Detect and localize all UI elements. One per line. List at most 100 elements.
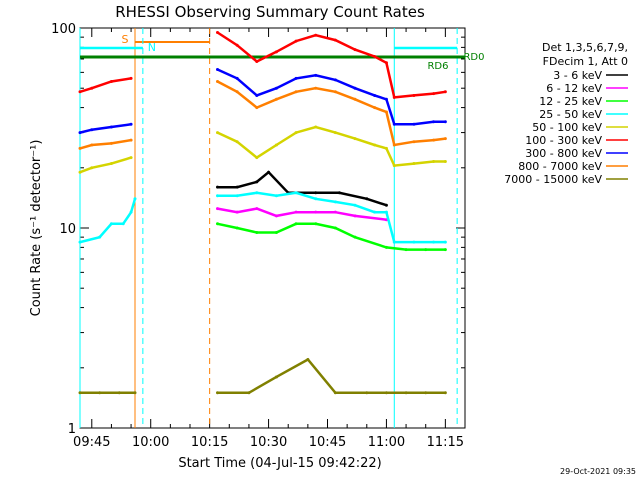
data-point	[121, 222, 125, 226]
data-point	[384, 146, 388, 150]
data-point	[247, 391, 251, 395]
data-point	[235, 76, 239, 80]
data-point	[235, 226, 239, 230]
data-point	[255, 191, 259, 195]
series-line	[79, 77, 132, 93]
data-point	[274, 194, 278, 198]
data-point	[216, 68, 219, 72]
series-4	[78, 125, 447, 174]
legend-header-2: FDecim 1, Att 0	[543, 55, 628, 68]
data-point	[98, 391, 102, 395]
data-point	[333, 210, 337, 214]
data-point	[384, 245, 388, 249]
legend-entry-label: 7000 - 15000 keV	[504, 173, 602, 186]
data-point	[216, 131, 219, 135]
data-point	[216, 30, 219, 34]
data-point	[412, 140, 416, 144]
data-point	[98, 235, 102, 239]
data-point	[404, 391, 408, 395]
timestamp: 29-Oct-2021 09:35	[560, 467, 636, 476]
data-point	[443, 240, 447, 244]
data-point	[216, 80, 219, 84]
data-point	[353, 86, 357, 90]
series-line	[216, 68, 446, 126]
data-point	[432, 138, 436, 142]
data-point	[235, 210, 239, 214]
data-point	[255, 156, 259, 160]
data-point	[365, 197, 369, 201]
series-7	[78, 80, 447, 150]
legend-entry-label: 50 - 100 keV	[532, 121, 602, 134]
data-point	[333, 90, 337, 94]
data-point	[78, 146, 82, 150]
data-point	[274, 375, 278, 379]
series-line	[217, 170, 387, 207]
data-point	[314, 191, 318, 195]
data-point	[255, 207, 259, 211]
data-point	[412, 240, 416, 244]
data-point	[333, 391, 337, 395]
data-point	[109, 141, 113, 145]
data-point	[337, 191, 341, 195]
data-point	[412, 93, 416, 97]
x-axis-label: Start Time (04-Jul-15 09:42:22)	[178, 456, 381, 471]
x-tick-label: 11:00	[368, 435, 405, 450]
data-point	[133, 197, 137, 201]
data-point	[443, 160, 447, 164]
data-point	[78, 90, 82, 94]
series-6	[78, 68, 447, 135]
data-point	[235, 140, 239, 144]
data-point	[274, 50, 278, 54]
y-tick-label: 10	[59, 222, 76, 237]
data-point	[235, 43, 239, 47]
data-point	[255, 106, 259, 110]
series-line	[216, 125, 446, 167]
data-point	[333, 226, 337, 230]
y-axis: 1 10 100	[51, 22, 465, 437]
data-point	[78, 170, 82, 174]
data-point	[255, 59, 259, 63]
series-line	[217, 357, 446, 395]
data-point	[384, 210, 388, 214]
legend-entry-label: 25 - 50 keV	[539, 108, 602, 121]
data-point	[294, 191, 298, 195]
data-point	[373, 106, 377, 110]
data-point	[373, 93, 377, 97]
data-point	[306, 358, 310, 362]
data-point	[443, 391, 447, 395]
data-point	[129, 122, 133, 126]
data-point	[255, 93, 259, 97]
data-point	[129, 76, 133, 80]
series-line	[79, 123, 132, 134]
data-point	[255, 180, 259, 184]
data-point	[333, 200, 337, 204]
data-point	[373, 55, 377, 59]
data-point	[353, 203, 357, 207]
x-tick-label: 11:15	[427, 435, 464, 450]
data-point	[78, 131, 82, 135]
data-point	[274, 97, 278, 101]
y-tick-label: 100	[51, 22, 76, 37]
data-point	[90, 166, 94, 170]
data-point	[384, 203, 388, 207]
data-point	[294, 131, 298, 135]
series-8	[78, 357, 447, 395]
data-point	[314, 86, 318, 90]
series-line	[79, 198, 137, 244]
data-point	[443, 137, 447, 141]
data-point	[384, 97, 388, 101]
data-point	[133, 391, 137, 395]
x-axis: 09:45 10:00 10:15 10:30 10:45 11:00 11:15	[73, 28, 466, 450]
legend-entry-label: 300 - 800 keV	[525, 147, 602, 160]
data-point	[294, 39, 298, 43]
data-point	[216, 194, 219, 198]
data-point	[314, 222, 318, 226]
data-point	[235, 185, 239, 189]
data-point	[432, 240, 436, 244]
x-tick-label: 10:30	[250, 435, 287, 450]
data-point	[294, 210, 298, 214]
data-point	[78, 240, 82, 244]
data-point	[117, 391, 121, 395]
series-0	[216, 170, 388, 207]
data-point	[412, 122, 416, 126]
